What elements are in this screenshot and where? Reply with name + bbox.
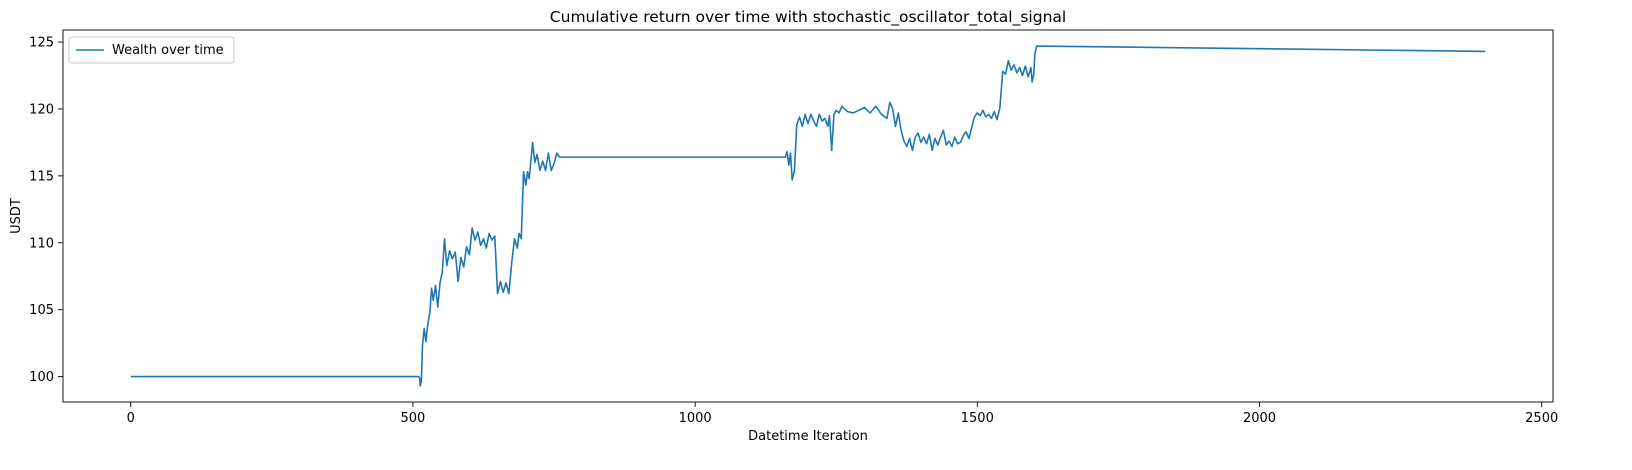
legend: Wealth over time	[68, 36, 235, 64]
x-tick-label: 1000	[679, 411, 712, 426]
x-tick-label: 2000	[1243, 411, 1276, 426]
y-tick-label: 100	[29, 370, 54, 385]
legend-box	[68, 36, 235, 64]
y-axis: 100 105 110 115 120 125	[29, 36, 63, 385]
x-axis: 0 500 1000 1500 2000 2500	[127, 402, 1558, 426]
y-tick-label: 115	[29, 169, 54, 184]
y-tick-label: 105	[29, 303, 54, 318]
axes-frame	[62, 29, 1554, 403]
series-line-wealth-over-time	[130, 45, 1486, 387]
legend-label: Wealth over time	[112, 43, 224, 58]
y-tick-label: 110	[29, 236, 54, 251]
x-tick-label: 0	[127, 411, 135, 426]
x-axis-label: Datetime Iteration	[748, 429, 868, 444]
y-tick-label: 120	[29, 102, 54, 117]
x-tick-label: 1500	[961, 411, 994, 426]
x-tick-label: 2500	[1525, 411, 1558, 426]
x-tick-label: 500	[401, 411, 426, 426]
y-axis-label: USDT	[9, 198, 24, 234]
chart-title: Cumulative return over time with stochas…	[550, 8, 1066, 27]
plot-area	[62, 29, 1554, 403]
y-tick-label: 125	[29, 36, 54, 51]
